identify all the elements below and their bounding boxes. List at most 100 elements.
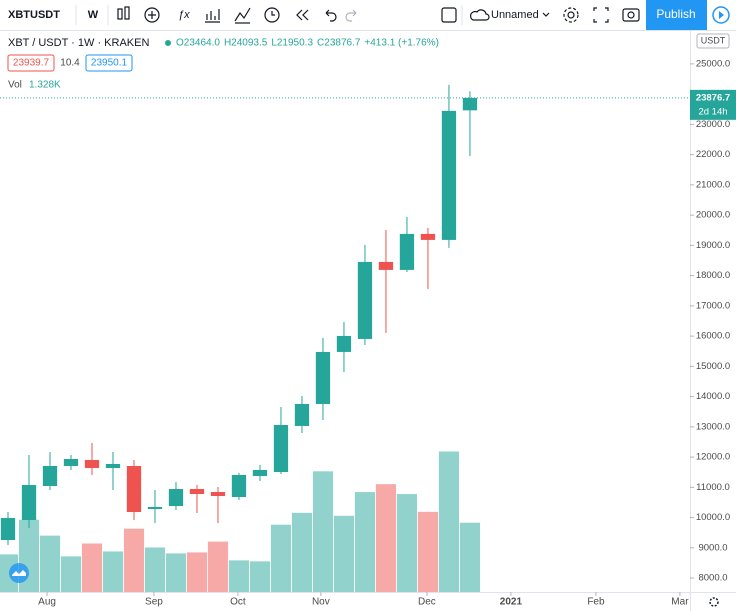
y-tick-label: 17000.0 xyxy=(696,300,730,311)
symbol[interactable]: XBTUSDT xyxy=(8,9,60,21)
candle-body xyxy=(21,484,37,521)
last-price-label: 23876.7 xyxy=(696,92,730,103)
candle-body xyxy=(420,233,436,240)
indicators-icon[interactable]: ƒx xyxy=(178,9,190,21)
play-icon-arrow xyxy=(719,11,724,19)
x-tick-label: 2021 xyxy=(500,597,523,608)
y-tick-label: 25000.0 xyxy=(696,58,730,69)
candle-body xyxy=(126,465,142,512)
y-tick-label: 16000.0 xyxy=(696,331,730,342)
replay-icon[interactable] xyxy=(296,9,309,21)
logo[interactable] xyxy=(9,563,29,583)
legend-item: H24093.5 xyxy=(224,38,268,49)
toolbar-bg xyxy=(0,0,736,30)
fullscreen-icon[interactable] xyxy=(593,7,609,23)
candle-body xyxy=(231,475,247,497)
candle-body xyxy=(210,492,226,496)
y-tick-label: 12000.0 xyxy=(696,452,730,463)
candle-body xyxy=(294,403,310,426)
x-tick-label: Dec xyxy=(418,597,436,608)
candle-body xyxy=(399,233,415,270)
legend-item: C23876.7 xyxy=(317,38,361,49)
ask: 23950.1 xyxy=(91,58,128,69)
y-tick-label: 8000.0 xyxy=(698,573,727,584)
x-tick-label: Sep xyxy=(145,597,163,608)
candle-body xyxy=(252,469,268,477)
chart-type-icon[interactable] xyxy=(117,6,130,20)
volume-bar xyxy=(291,512,313,592)
plot: 8000.0 9000.0 10000.0 11000.0 12000.0 13000.0… xyxy=(0,58,736,608)
dropdown-icon[interactable] xyxy=(542,12,550,17)
candle-body xyxy=(189,489,205,494)
y-tick-label: 18000.0 xyxy=(696,270,730,281)
candle-body xyxy=(42,465,58,487)
x-tick-label: Mar xyxy=(671,597,689,608)
redo-icon[interactable] xyxy=(345,9,357,22)
play-icon[interactable] xyxy=(712,6,730,24)
spread: 10.4 xyxy=(60,58,80,69)
layout-name[interactable]: Unnamed xyxy=(491,9,539,21)
bid: 23939.7 xyxy=(13,58,50,69)
x-tick-label: Oct xyxy=(230,597,246,608)
y-tick-label: 11000.0 xyxy=(696,482,730,493)
candle-body xyxy=(378,261,394,270)
x-tick-label: Nov xyxy=(312,597,330,608)
y-tick-label: 14000.0 xyxy=(696,391,730,402)
legend-item: L21950.3 xyxy=(271,38,313,49)
y-tick-label: 22000.0 xyxy=(696,149,730,160)
candle-body xyxy=(0,518,16,541)
y-tick-label: 9000.0 xyxy=(698,542,727,553)
volume-bar xyxy=(144,547,166,592)
x-tick-label: Aug xyxy=(38,597,56,608)
snapshot-icon[interactable] xyxy=(622,8,640,22)
settings-icon[interactable] xyxy=(563,7,579,23)
volume-bar xyxy=(354,492,376,592)
y-tick-label: 21000.0 xyxy=(696,179,730,190)
templates-icon[interactable] xyxy=(205,9,220,23)
cloud-icon[interactable] xyxy=(469,9,490,21)
countdown: 2d 14h xyxy=(698,106,727,117)
volume-bar xyxy=(39,535,61,592)
volume-bar xyxy=(249,561,271,592)
volume-bar xyxy=(459,522,481,592)
last-price-tag xyxy=(690,89,736,120)
y-tick-label: 10000.0 xyxy=(696,512,730,523)
candle-body xyxy=(441,110,457,240)
volume-bar xyxy=(60,556,82,592)
candle-body xyxy=(84,459,100,468)
candle-body xyxy=(63,459,79,466)
ohlc-legend: O23464.0 H24093.5 L21950.3 C23876.7 +413.1 (… xyxy=(176,38,439,49)
candle-body xyxy=(273,424,289,473)
volume-bar xyxy=(438,451,460,592)
candle-body xyxy=(315,351,331,404)
compare-icon[interactable] xyxy=(234,7,251,24)
volume-bar xyxy=(333,515,355,592)
volume-value: 1.328K xyxy=(29,80,61,91)
publish-button[interactable] xyxy=(646,0,707,30)
indicator-add-icon[interactable] xyxy=(144,7,160,23)
currency-box[interactable] xyxy=(696,33,730,49)
y-tick-label: 13000.0 xyxy=(696,421,730,432)
publish-label[interactable]: Publish xyxy=(656,7,695,21)
volume-bar xyxy=(81,543,103,592)
volume-bar xyxy=(312,471,334,592)
fullscreen-select-icon[interactable] xyxy=(441,7,457,23)
y-tick-label: 19000.0 xyxy=(696,240,730,251)
bid-box[interactable] xyxy=(7,54,55,72)
chart-title: XBT / USDT · 1W · KRAKEN xyxy=(8,37,149,49)
ask-box[interactable] xyxy=(85,54,133,72)
volume-bar xyxy=(396,494,418,592)
logo-mark xyxy=(12,570,26,576)
market-status xyxy=(165,40,171,46)
axis-settings-icon[interactable] xyxy=(709,597,719,607)
alert-icon[interactable] xyxy=(264,7,280,23)
undo-icon[interactable] xyxy=(325,9,337,22)
y-tick-label: 23000.0 xyxy=(696,119,730,130)
candle-body xyxy=(462,97,478,111)
candle-body xyxy=(105,463,121,468)
volume-bar xyxy=(102,551,124,592)
interval[interactable]: W xyxy=(88,9,99,21)
legend-item: +413.1 (+1.76%) xyxy=(364,38,439,49)
volume-bar xyxy=(417,511,439,592)
